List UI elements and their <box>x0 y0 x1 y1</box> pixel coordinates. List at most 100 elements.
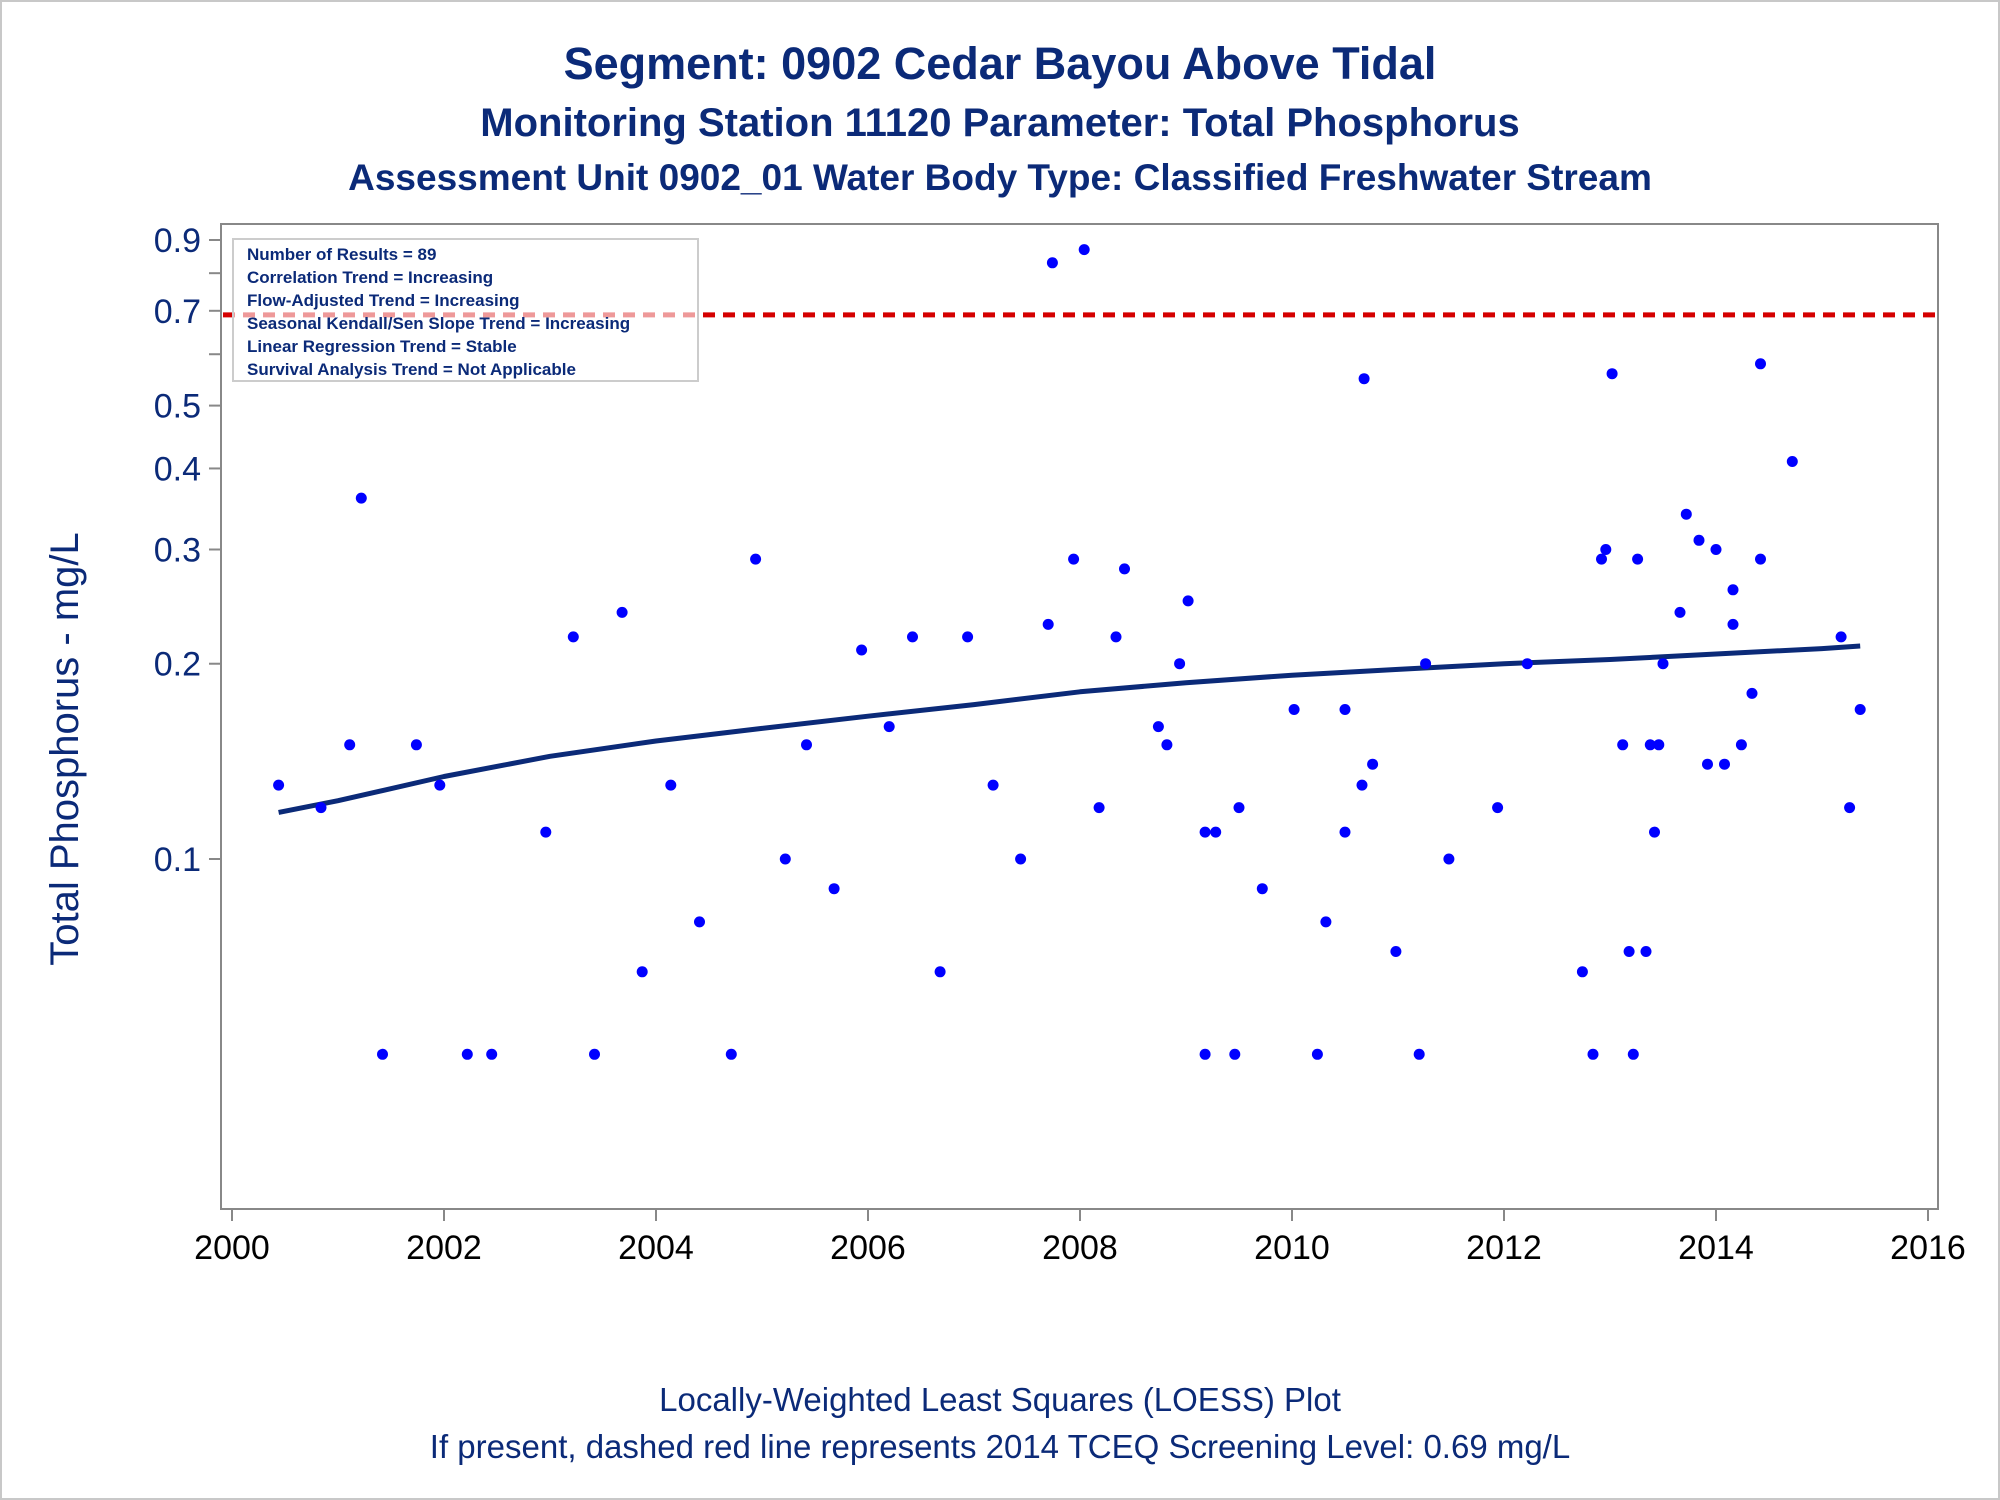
data-point <box>725 1048 737 1060</box>
data-point <box>1229 1048 1241 1060</box>
data-point <box>828 883 840 895</box>
loess-curve <box>278 643 1861 815</box>
data-point <box>1587 1048 1599 1060</box>
data-point <box>1339 826 1351 838</box>
data-point <box>750 553 762 565</box>
data-point <box>779 853 791 865</box>
data-point <box>1492 802 1504 814</box>
data-point <box>1233 802 1245 814</box>
legend-line: Correlation Trend = Increasing <box>247 268 493 287</box>
data-point <box>1844 802 1856 814</box>
data-point <box>486 1048 498 1060</box>
footer-screening-note: If present, dashed red line represents 2… <box>429 1428 1571 1465</box>
data-point <box>1644 739 1656 751</box>
x-tick-label: 2004 <box>618 1229 694 1267</box>
data-point <box>1356 779 1368 791</box>
data-point <box>1390 946 1402 957</box>
data-point <box>1623 946 1635 957</box>
data-point <box>907 631 918 643</box>
data-point <box>1680 508 1692 520</box>
data-point <box>344 739 356 751</box>
footer-loess-note: Locally-Weighted Least Squares (LOESS) P… <box>659 1381 1341 1418</box>
x-tick-label: 2000 <box>194 1229 270 1267</box>
data-point <box>1719 758 1730 770</box>
trend-legend-box: Number of Results = 89 Correlation Trend … <box>232 238 699 382</box>
data-point <box>1576 966 1588 978</box>
data-point <box>1443 853 1455 865</box>
data-point <box>1600 544 1612 555</box>
data-point <box>589 1048 600 1060</box>
data-point <box>1640 946 1652 957</box>
data-point <box>461 1048 473 1060</box>
y-tick-label: 0.9 <box>154 222 201 260</box>
data-point <box>1339 704 1351 715</box>
chart-subtitle-assessment-unit: Assessment Unit 0902_01 Water Body Type:… <box>348 157 1652 198</box>
data-point <box>1727 584 1739 596</box>
data-point <box>801 739 812 751</box>
data-point <box>1068 553 1080 565</box>
x-tick-label: 2016 <box>1890 1229 1966 1267</box>
y-tick-label: 0.5 <box>154 388 201 426</box>
data-point <box>1657 658 1669 670</box>
data-point <box>1174 658 1186 670</box>
x-tick-label: 2014 <box>1678 1229 1754 1267</box>
data-point <box>1596 553 1607 565</box>
data-point <box>1727 618 1739 630</box>
data-point <box>1755 553 1766 565</box>
data-point <box>1627 1048 1639 1060</box>
data-point <box>1078 244 1090 256</box>
data-point <box>1046 257 1058 269</box>
data-point <box>665 779 677 791</box>
data-point <box>1161 739 1173 751</box>
data-point <box>1320 916 1332 928</box>
data-point <box>1119 563 1130 575</box>
legend-line: Flow-Adjusted Trend = Increasing <box>247 291 520 310</box>
legend-line: Number of Results = 89 <box>247 245 436 264</box>
data-point <box>1710 544 1722 555</box>
data-point <box>616 606 628 618</box>
data-point <box>694 916 705 928</box>
data-points <box>273 244 1866 1060</box>
data-point <box>1649 826 1660 838</box>
data-point <box>636 966 648 978</box>
data-point <box>1786 456 1798 467</box>
data-point <box>355 492 367 504</box>
chart-title: Segment: 0902 Cedar Bayou Above Tidal <box>563 38 1437 89</box>
y-tick-label: 0.2 <box>154 646 201 684</box>
y-tick-label: 0.1 <box>154 841 201 879</box>
loess-layer <box>278 643 1861 815</box>
data-point <box>1015 853 1027 865</box>
data-point <box>1702 758 1713 770</box>
data-point <box>1182 595 1194 607</box>
data-point <box>377 1048 388 1060</box>
data-point <box>1606 368 1618 380</box>
data-point <box>273 779 285 791</box>
data-point <box>1256 883 1268 895</box>
data-point <box>1311 1048 1323 1060</box>
axes: 2000 2002 2004 2006 2008 2010 2012 2014 2016 0.1 0… <box>154 222 1966 1267</box>
data-point <box>856 644 868 656</box>
data-point <box>1358 373 1370 385</box>
data-point <box>1367 758 1379 770</box>
y-tick-label: 0.3 <box>154 532 201 570</box>
data-point <box>410 739 422 751</box>
data-point <box>883 721 895 733</box>
data-point <box>1617 739 1629 751</box>
data-point <box>1835 631 1847 643</box>
x-tick-label: 2002 <box>406 1229 482 1267</box>
data-point <box>1674 606 1686 618</box>
data-point <box>1420 658 1432 670</box>
legend-line: Linear Regression Trend = Stable <box>247 337 517 356</box>
data-point <box>1152 721 1164 733</box>
data-point <box>1693 534 1705 546</box>
legend-line: Seasonal Kendall/Sen Slope Trend = Incre… <box>247 314 630 333</box>
data-point <box>1653 739 1665 751</box>
data-point <box>1288 704 1300 715</box>
x-tick-label: 2008 <box>1042 1229 1118 1267</box>
data-point <box>1413 1048 1425 1060</box>
data-point <box>567 631 579 643</box>
data-point <box>1746 687 1758 699</box>
data-point <box>540 826 552 838</box>
data-point <box>1110 631 1122 643</box>
